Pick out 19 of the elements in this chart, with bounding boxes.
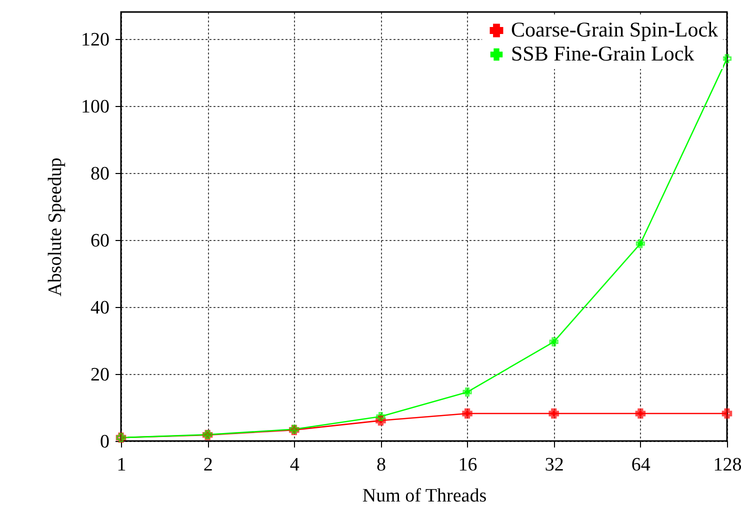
y-tick-label: 100 xyxy=(81,96,110,118)
x-tick-label: 128 xyxy=(713,454,741,476)
y-tick-label: 60 xyxy=(90,230,110,252)
legend-label: SSB Fine-Grain Lock xyxy=(511,42,695,66)
x-tick-label: 1 xyxy=(116,454,126,476)
x-tick-label: 8 xyxy=(376,454,386,476)
x-tick-label: 2 xyxy=(203,454,213,476)
legend-label: Coarse-Grain Spin-Lock xyxy=(511,18,719,42)
y-tick-label: 120 xyxy=(81,29,110,50)
y-tick-label: 80 xyxy=(90,163,110,184)
x-tick-label: 32 xyxy=(544,454,564,476)
x-tick-label: 16 xyxy=(458,454,478,476)
x-tick-label: 64 xyxy=(631,454,651,476)
x-axis-title: Num of Threads xyxy=(362,486,487,506)
y-tick-label: 40 xyxy=(90,297,110,318)
y-axis-title: Absolute Speedup xyxy=(45,158,66,296)
y-tick-label: 0 xyxy=(100,432,110,452)
x-tick-label: 4 xyxy=(290,454,300,476)
y-tick-label: 20 xyxy=(90,364,110,386)
